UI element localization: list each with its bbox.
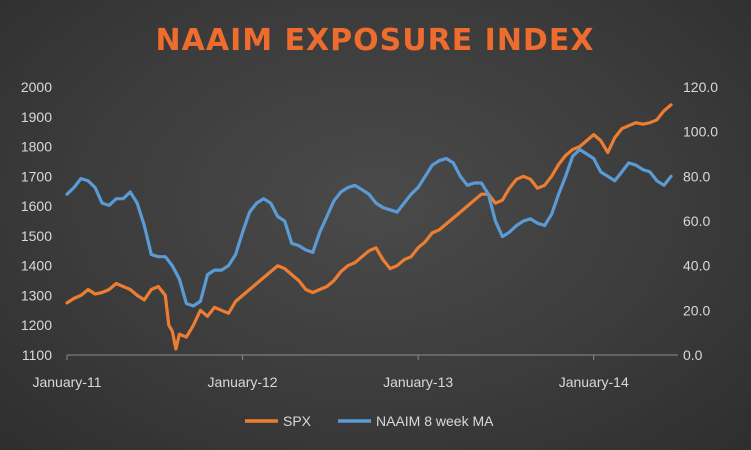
legend: SPX NAAIM 8 week MA — [245, 413, 494, 429]
x-axis-ticks: January-11 January-12 January-13 January-14 — [32, 355, 629, 390]
y-left-tick-label: 1700 — [21, 168, 52, 184]
y-left-tick-label: 1900 — [21, 109, 52, 125]
x-tick-label: January-14 — [559, 374, 629, 390]
chart-title: NAAIM EXPOSURE INDEX — [156, 23, 595, 58]
y-right-tick-label: 20.0 — [683, 302, 710, 318]
y-right-tick-label: 60.0 — [683, 213, 710, 229]
x-tick-label: January-13 — [383, 374, 453, 390]
legend-label-spx: SPX — [283, 413, 312, 429]
y-right-tick-label: 0.0 — [683, 347, 703, 363]
y-left-tick-label: 1300 — [21, 287, 52, 303]
y-left-tick-label: 1600 — [21, 198, 52, 214]
y-left-tick-label: 1500 — [21, 228, 52, 244]
y-left-tick-label: 2000 — [21, 79, 52, 95]
right-axis-ticks: 0.0 20.0 40.0 60.0 80.0 100.0 120.0 — [683, 79, 718, 363]
y-right-tick-label: 40.0 — [683, 258, 710, 274]
series-line-spx — [65, 103, 673, 351]
y-right-tick-label: 120.0 — [683, 79, 718, 95]
y-left-tick-label: 1100 — [22, 347, 52, 363]
y-right-tick-label: 80.0 — [683, 168, 710, 184]
y-right-tick-label: 100.0 — [683, 124, 718, 140]
y-left-tick-label: 1400 — [21, 258, 52, 274]
y-left-tick-label: 1200 — [21, 317, 52, 333]
y-left-tick-label: 1800 — [21, 139, 52, 155]
x-tick-label: January-12 — [208, 374, 278, 390]
series-line-naaim — [65, 147, 673, 308]
left-axis-ticks: 1100 1200 1300 1400 1500 1600 1700 1800 1900 2000 — [21, 79, 52, 363]
x-tick-label: January-11 — [32, 374, 101, 390]
series-layer — [65, 103, 673, 351]
legend-label-naaim: NAAIM 8 week MA — [376, 413, 494, 429]
